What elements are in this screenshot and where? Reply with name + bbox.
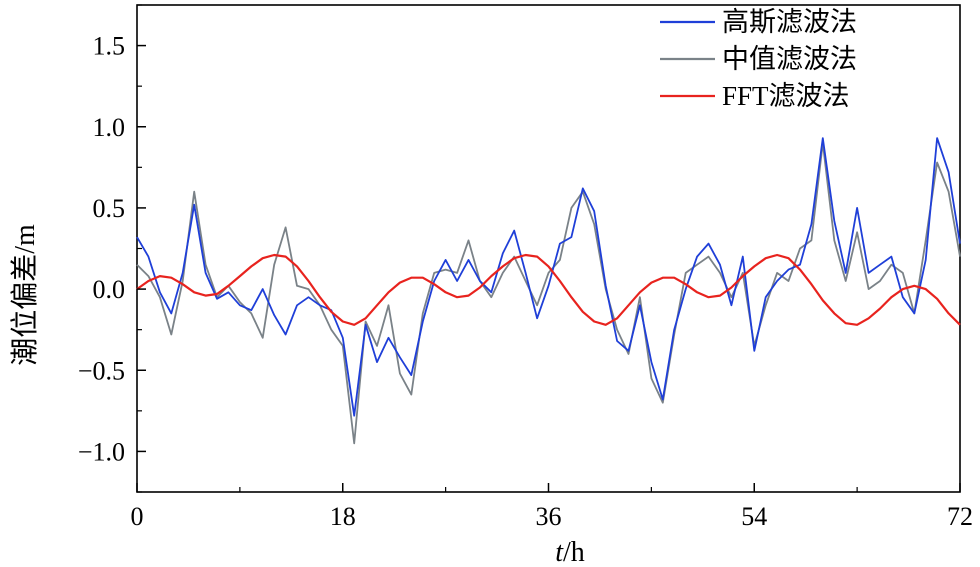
x-tick-label: 0 xyxy=(131,502,144,531)
x-tick-label: 72 xyxy=(947,502,973,531)
legend-label: 中值滤波法 xyxy=(722,44,857,74)
y-tick-label: −1.0 xyxy=(78,437,125,466)
legend-label: FFT滤波法 xyxy=(722,81,850,111)
series-layer xyxy=(136,137,961,445)
y-tick-label: 1.5 xyxy=(93,32,126,61)
x-tick-label: 54 xyxy=(741,502,767,531)
y-tick-label: 1.0 xyxy=(93,113,126,142)
legend-label: 高斯滤波法 xyxy=(722,7,857,37)
series-line-3 xyxy=(136,253,961,326)
y-axis-title: 潮位偏差/m xyxy=(9,224,41,366)
x-axis-title: t/h xyxy=(555,537,585,567)
y-tick-label: 0.5 xyxy=(93,194,126,223)
x-tick-label: 36 xyxy=(536,502,562,531)
series-line-1 xyxy=(136,137,961,417)
y-tick-label: −0.5 xyxy=(78,356,125,385)
axis-layer: 0 18 36 54 72 −1.0 −0.5 0.0 0.5 1.0 1.5 xyxy=(78,4,973,531)
y-tick-label: 0.0 xyxy=(93,275,126,304)
x-tick-label: 18 xyxy=(330,502,356,531)
